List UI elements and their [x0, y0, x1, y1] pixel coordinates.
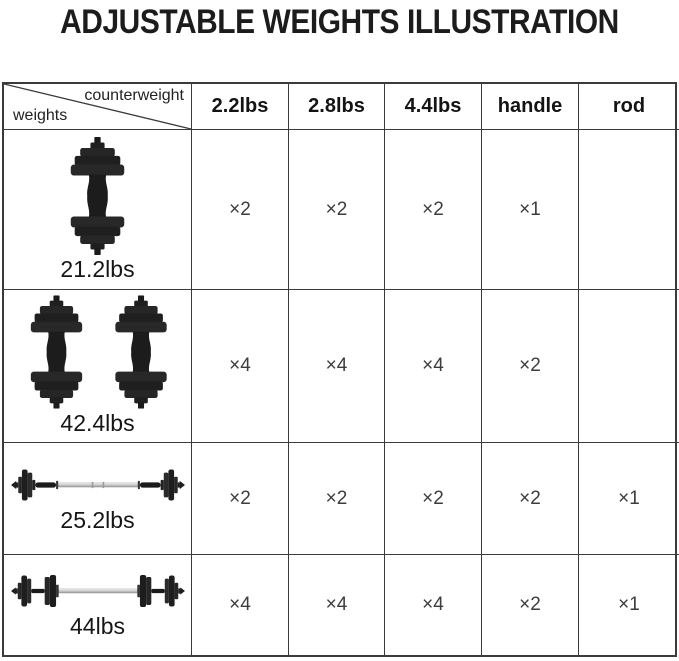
- short-barbell-illustration: [10, 464, 186, 506]
- corner-label-counterweight: counterweight: [84, 87, 184, 104]
- table-cell: ×4: [289, 290, 385, 443]
- weight-label: 44lbs: [70, 613, 125, 640]
- weight-label: 21.2lbs: [60, 255, 135, 282]
- diagonal-divider: [4, 84, 191, 129]
- table-cell: ×4: [192, 555, 289, 655]
- weight-label: 42.4lbs: [60, 410, 135, 437]
- table-cell: ×2: [289, 443, 385, 555]
- pair-vertical-dumbbells-illustration: [30, 295, 167, 409]
- table-cell: ×2: [482, 555, 579, 655]
- single-vertical-dumbbell-illustration: [70, 136, 125, 255]
- column-header-handle: handle: [482, 84, 579, 130]
- weight-label: 25.2lbs: [60, 506, 135, 533]
- page-title: ADJUSTABLE WEIGHTS ILLUSTRATION: [60, 3, 619, 41]
- column-header-rod: rod: [579, 84, 679, 130]
- table-cell: ×2: [192, 443, 289, 555]
- column-header-2-2lbs: 2.2lbs: [192, 84, 289, 130]
- table-cell: ×2: [289, 130, 385, 290]
- table-cell: ×4: [385, 555, 482, 655]
- table-row-25-2lbs-image-cell: 25.2lbs: [4, 443, 192, 555]
- table-cell: [579, 130, 679, 290]
- table-cell: ×4: [192, 290, 289, 443]
- table-cell: [579, 290, 679, 443]
- table-cell: ×2: [192, 130, 289, 290]
- column-header-2-8lbs: 2.8lbs: [289, 84, 385, 130]
- column-header-4-4lbs: 4.4lbs: [385, 84, 482, 130]
- table-cell: ×2: [385, 443, 482, 555]
- table-cell: ×4: [385, 290, 482, 443]
- table-cell: ×1: [482, 130, 579, 290]
- table-cell: ×2: [385, 130, 482, 290]
- corner-label-weights: weights: [13, 107, 68, 124]
- table-cell: ×1: [579, 443, 679, 555]
- table-cell: ×1: [618, 594, 640, 615]
- table-cell: ×2: [482, 290, 579, 443]
- table-cell: ×4: [289, 555, 385, 655]
- long-barbell-illustration: [10, 570, 186, 612]
- table-row-44lbs-image-cell: 44lbs: [4, 555, 192, 655]
- table-row-21-2lbs-image-cell: 21.2lbs: [4, 130, 192, 290]
- weights-spec-table: counterweight weights 2.2lbs 2.8lbs 4.4l…: [2, 82, 679, 657]
- corner-header-cell: counterweight weights: [4, 84, 192, 130]
- table-row-42-4lbs-image-cell: 42.4lbs: [4, 290, 192, 443]
- table-cell: ×2: [482, 443, 579, 555]
